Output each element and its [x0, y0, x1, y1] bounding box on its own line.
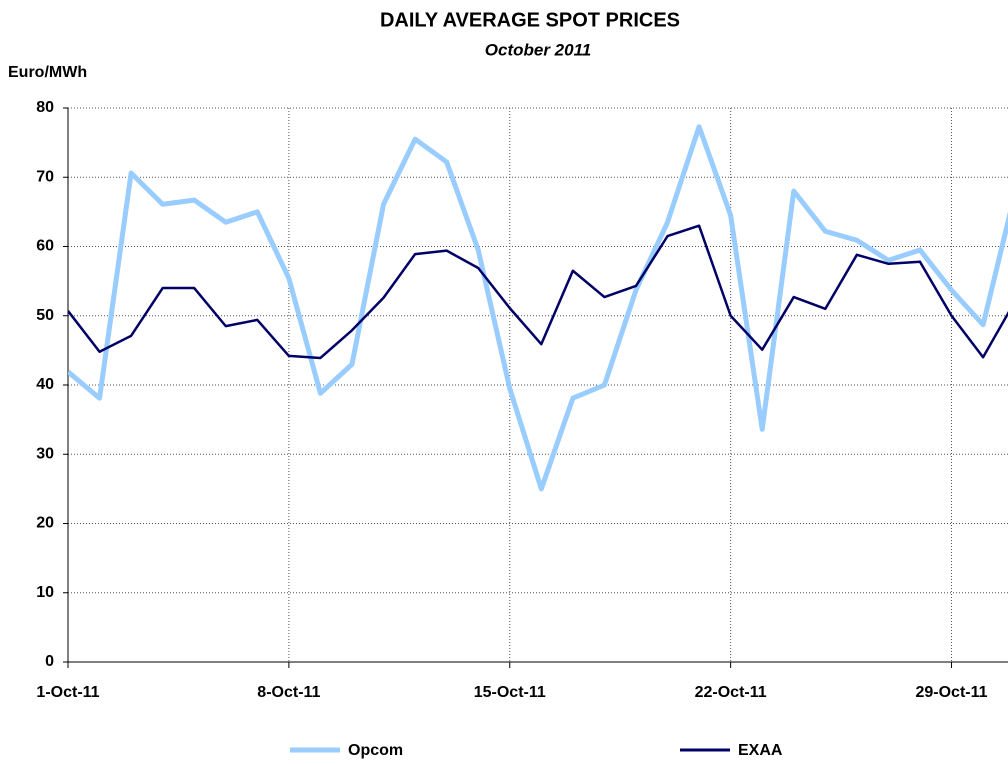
y-tick-label: 30: [36, 445, 54, 462]
chart-subtitle: October 2011: [485, 40, 591, 59]
x-tick-label: 29-Oct-11: [915, 684, 987, 701]
line: [68, 124, 1008, 492]
chart-title: DAILY AVERAGE SPOT PRICES: [380, 9, 680, 31]
x-tick-label: 22-Oct-11: [695, 684, 767, 701]
series: [68, 124, 1008, 492]
y-tick-label: 50: [36, 307, 54, 324]
legend-label: Opcom: [348, 742, 403, 759]
line: [68, 224, 1008, 360]
x-tick-label: 15-Oct-11: [474, 684, 546, 701]
y-tick-label: 40: [36, 376, 54, 393]
series: [68, 224, 1008, 360]
x-tick-label: 1-Oct-11: [36, 684, 99, 701]
y-tick-label: 0: [45, 653, 54, 670]
y-tick-label: 20: [36, 515, 54, 532]
y-axis-label: Euro/MWh: [8, 64, 87, 81]
y-tick-label: 80: [36, 99, 54, 116]
y-tick-label: 70: [36, 168, 54, 185]
y-tick-label: 60: [36, 238, 54, 255]
x-tick-label: 8-Oct-11: [257, 684, 320, 701]
legend-label: EXAA: [738, 742, 783, 759]
y-tick-label: 10: [36, 584, 54, 601]
